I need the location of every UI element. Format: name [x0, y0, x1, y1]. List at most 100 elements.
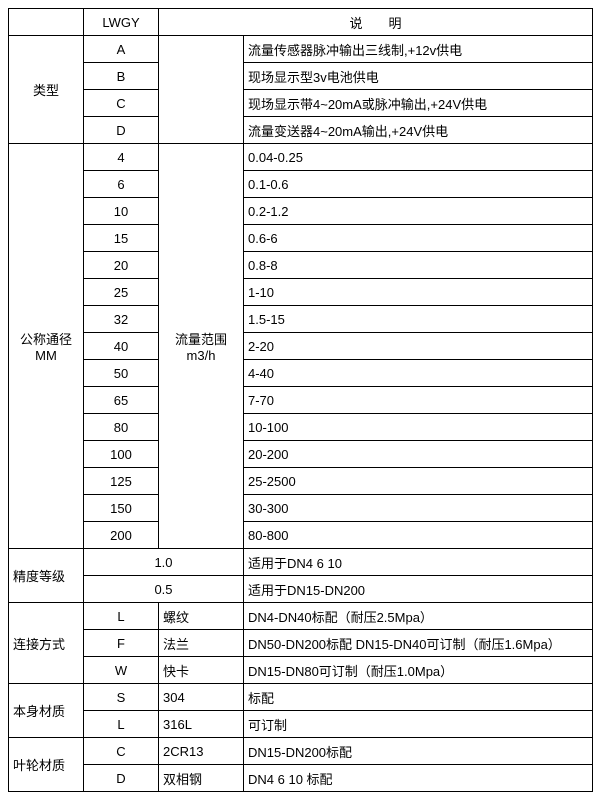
dn-desc: 0.1-0.6 [244, 171, 593, 198]
body-label: 本身材质 [9, 684, 84, 738]
dn-desc: 0.6-6 [244, 225, 593, 252]
accuracy-label: 精度等级 [9, 549, 84, 603]
conn-code: F [84, 630, 159, 657]
conn-desc: DN4-DN40标配（耐压2.5Mpa） [244, 603, 593, 630]
accuracy-desc: 适用于DN4 6 10 [244, 549, 593, 576]
accuracy-desc: 适用于DN15-DN200 [244, 576, 593, 603]
conn-code: W [84, 657, 159, 684]
dn-desc: 7-70 [244, 387, 593, 414]
type-label: 类型 [9, 36, 84, 144]
type-row: D 流量变送器4~20mA输出,+24V供电 [9, 117, 593, 144]
dn-code: 125 [84, 468, 159, 495]
type-code: B [84, 63, 159, 90]
dn-code: 20 [84, 252, 159, 279]
type-code: C [84, 90, 159, 117]
dn-row: 10 0.2-1.2 [9, 198, 593, 225]
dn-desc: 80-800 [244, 522, 593, 549]
dn-desc: 30-300 [244, 495, 593, 522]
dn-code: 6 [84, 171, 159, 198]
impeller-desc: DN4 6 10 标配 [244, 765, 593, 792]
body-name: 316L [159, 711, 244, 738]
dn-row: 125 25-2500 [9, 468, 593, 495]
type-code: D [84, 117, 159, 144]
dn-desc: 10-100 [244, 414, 593, 441]
dn-code: 100 [84, 441, 159, 468]
dn-code: 25 [84, 279, 159, 306]
conn-row: W快卡DN15-DN80可订制（耐压1.0Mpa） [9, 657, 593, 684]
dn-desc: 1.5-15 [244, 306, 593, 333]
accuracy-level: 0.5 [84, 576, 244, 603]
body-code: S [84, 684, 159, 711]
dn-row: 40 2-20 [9, 333, 593, 360]
body-desc: 标配 [244, 684, 593, 711]
impeller-desc: DN15-DN200标配 [244, 738, 593, 765]
dn-label: 公称通径MM [9, 144, 84, 549]
accuracy-level: 1.0 [84, 549, 244, 576]
header-lwgy: LWGY [84, 9, 159, 36]
conn-row: 连接方式L螺纹DN4-DN40标配（耐压2.5Mpa） [9, 603, 593, 630]
type-desc: 流量变送器4~20mA输出,+24V供电 [244, 117, 593, 144]
conn-name: 快卡 [159, 657, 244, 684]
dn-range-label: 流量范围m3/h [159, 144, 244, 549]
dn-code: 15 [84, 225, 159, 252]
dn-row: 公称通径MM4流量范围m3/h0.04-0.25 [9, 144, 593, 171]
impeller-code: C [84, 738, 159, 765]
dn-row: 20 0.8-8 [9, 252, 593, 279]
dn-desc: 2-20 [244, 333, 593, 360]
type-row: C 现场显示带4~20mA或脉冲输出,+24V供电 [9, 90, 593, 117]
type-desc: 现场显示型3v电池供电 [244, 63, 593, 90]
impeller-name: 2CR13 [159, 738, 244, 765]
impeller-row: D双相钢DN4 6 10 标配 [9, 765, 593, 792]
dn-row: 25 1-10 [9, 279, 593, 306]
type-row: B 现场显示型3v电池供电 [9, 63, 593, 90]
dn-desc: 0.04-0.25 [244, 144, 593, 171]
accuracy-row: 精度等级1.0适用于DN4 6 10 [9, 549, 593, 576]
header-desc: 说 明 [159, 9, 593, 36]
conn-row: F法兰DN50-DN200标配 DN15-DN40可订制（耐压1.6Mpa） [9, 630, 593, 657]
dn-row: 15 0.6-6 [9, 225, 593, 252]
dn-code: 200 [84, 522, 159, 549]
dn-desc: 1-10 [244, 279, 593, 306]
dn-code: 80 [84, 414, 159, 441]
body-code: L [84, 711, 159, 738]
body-row: 本身材质S304标配 [9, 684, 593, 711]
type-desc: 流量传感器脉冲输出三线制,+12v供电 [244, 36, 593, 63]
dn-desc: 0.8-8 [244, 252, 593, 279]
impeller-label: 叶轮材质 [9, 738, 84, 792]
impeller-code: D [84, 765, 159, 792]
conn-label: 连接方式 [9, 603, 84, 684]
dn-row: 32 1.5-15 [9, 306, 593, 333]
body-name: 304 [159, 684, 244, 711]
dn-row: 50 4-40 [9, 360, 593, 387]
dn-row: 80 10-100 [9, 414, 593, 441]
conn-code: L [84, 603, 159, 630]
body-row: L316L可订制 [9, 711, 593, 738]
header-row: LWGY说 明 [9, 9, 593, 36]
dn-code: 50 [84, 360, 159, 387]
dn-row: 6 0.1-0.6 [9, 171, 593, 198]
conn-desc: DN15-DN80可订制（耐压1.0Mpa） [244, 657, 593, 684]
type-row: 类型A流量传感器脉冲输出三线制,+12v供电 [9, 36, 593, 63]
dn-desc: 4-40 [244, 360, 593, 387]
dn-code: 10 [84, 198, 159, 225]
dn-desc: 0.2-1.2 [244, 198, 593, 225]
dn-code: 150 [84, 495, 159, 522]
impeller-name: 双相钢 [159, 765, 244, 792]
dn-code: 4 [84, 144, 159, 171]
dn-code: 32 [84, 306, 159, 333]
dn-code: 40 [84, 333, 159, 360]
spec-table: LWGY说 明类型A流量传感器脉冲输出三线制,+12v供电B现场显示型3v电池供… [8, 8, 593, 792]
type-code: A [84, 36, 159, 63]
dn-desc: 20-200 [244, 441, 593, 468]
dn-row: 200 80-800 [9, 522, 593, 549]
accuracy-row: 0.5适用于DN15-DN200 [9, 576, 593, 603]
dn-row: 150 30-300 [9, 495, 593, 522]
type-desc: 现场显示带4~20mA或脉冲输出,+24V供电 [244, 90, 593, 117]
conn-name: 螺纹 [159, 603, 244, 630]
dn-desc: 25-2500 [244, 468, 593, 495]
conn-desc: DN50-DN200标配 DN15-DN40可订制（耐压1.6Mpa） [244, 630, 593, 657]
dn-row: 100 20-200 [9, 441, 593, 468]
dn-code: 65 [84, 387, 159, 414]
conn-name: 法兰 [159, 630, 244, 657]
dn-row: 65 7-70 [9, 387, 593, 414]
